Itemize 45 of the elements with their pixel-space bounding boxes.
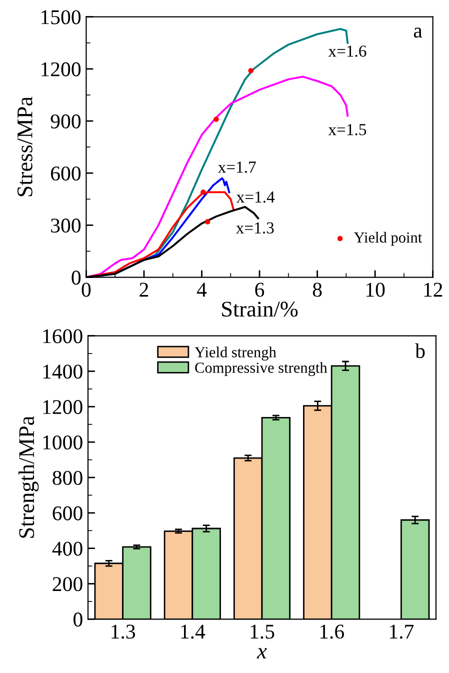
series-label: x=1.3 — [236, 222, 274, 234]
x-tick-label: 1.7 — [390, 624, 414, 639]
x-tick-label: 1.6 — [320, 624, 344, 639]
legend-label: Yield strengh — [194, 346, 276, 361]
y-tick-label: 1200 — [42, 62, 81, 76]
y-tick-label: 600 — [52, 506, 82, 520]
legend-label: Compressive strength — [195, 362, 328, 376]
y-tick-label: 600 — [50, 166, 81, 181]
y-tick-label: 1500 — [42, 10, 81, 24]
point — [204, 219, 210, 224]
series-label: x=1.6 — [328, 46, 366, 57]
y-axis-title: Strength/MPa — [18, 416, 39, 538]
series-label: x=1.5 — [328, 124, 366, 136]
x-axis-title: Strain/% — [222, 302, 298, 317]
x-tick-label: 1.4 — [181, 624, 206, 639]
x-tick-label: 10 — [366, 282, 385, 297]
series-label: x=1.4 — [236, 191, 275, 203]
y-tick-label: 200 — [52, 577, 82, 592]
y-tick-label: 400 — [52, 542, 82, 556]
x-tick-label: 1.5 — [250, 624, 274, 639]
y-tick-label: 900 — [50, 114, 81, 128]
annotation: a — [414, 28, 422, 38]
y-tick-label: 1200 — [43, 400, 82, 414]
point — [200, 190, 206, 195]
y-tick-label: 300 — [51, 218, 81, 233]
x-tick-label: 6 — [255, 282, 264, 297]
x-tick-label: 8 — [312, 282, 322, 297]
x-tick-label: 4 — [196, 282, 207, 297]
y-tick-label: 0 — [72, 270, 81, 285]
x-tick-label: 2 — [140, 282, 148, 297]
annotation: b — [415, 343, 425, 358]
series-label: x=1.7 — [218, 162, 256, 173]
x-tick-label: 12 — [424, 282, 442, 297]
y-tick-label: 1400 — [43, 364, 82, 379]
line-series — [86, 191, 234, 278]
y-tick-label: 800 — [52, 470, 82, 485]
point — [248, 68, 254, 74]
point — [214, 116, 219, 122]
x-tick-label: 1.3 — [112, 624, 136, 639]
y-axis-title: Stress/MPa — [17, 96, 32, 196]
y-tick-label: 1600 — [43, 329, 82, 344]
y-tick-label: 1000 — [43, 435, 82, 450]
legend-label: Yield point — [354, 232, 422, 246]
x-axis-title: x — [256, 648, 267, 658]
y-tick-label: 0 — [74, 612, 82, 627]
